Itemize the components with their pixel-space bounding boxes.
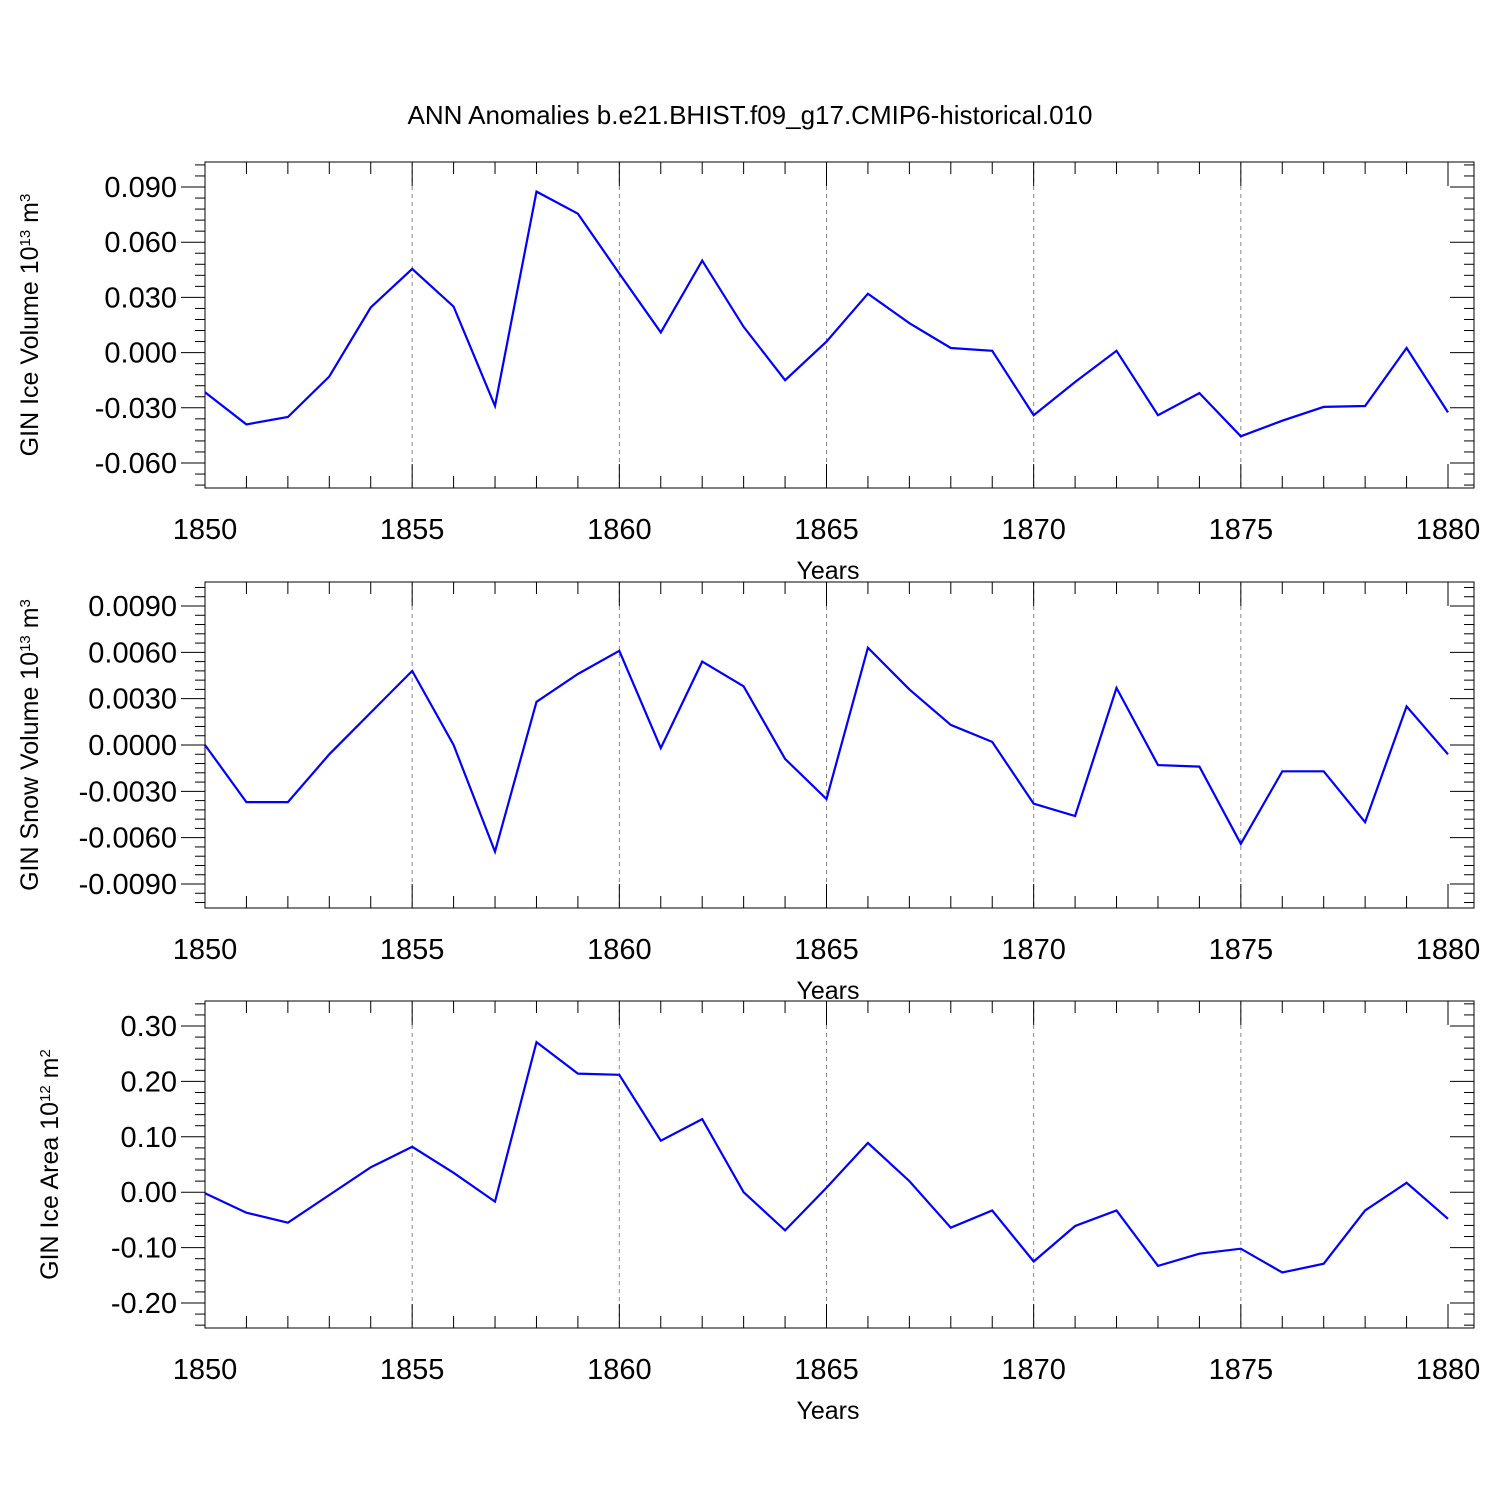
x-tick-label: 1880 — [1416, 934, 1481, 966]
plot-frame — [204, 581, 1475, 909]
y-tick-label: 0.000 — [104, 338, 177, 370]
y-tick-label: 0.090 — [104, 172, 177, 204]
y-tick-label: 0.030 — [104, 282, 177, 314]
y-tick-label: -0.030 — [95, 393, 177, 425]
y-tick-label: 0.30 — [121, 1011, 177, 1043]
y-tick-label: 0.0090 — [88, 591, 177, 623]
chart-title: ANN Anomalies b.e21.BHIST.f09_g17.CMIP6-… — [407, 100, 1092, 130]
y-axis-label: GIN Snow Volume 1013 m3 — [16, 599, 44, 891]
y-tick-label: 0.20 — [121, 1066, 177, 1098]
x-tick-label: 1870 — [1001, 1354, 1066, 1386]
chart-panel-3: -0.20 -0.10 0.00 0.10 0.20 0.30 1850 1855 1860 18… — [36, 1000, 1481, 1425]
y-tick-label: 0.0060 — [88, 637, 177, 669]
y-tick-label: -0.060 — [95, 448, 177, 480]
y-tick-label: 0.0030 — [88, 684, 177, 716]
x-tick-label: 1870 — [1001, 514, 1066, 546]
y-axis-label: GIN Ice Area 1012 m2 — [36, 1049, 64, 1280]
x-axis-label: Years — [796, 1397, 859, 1425]
plot-frame — [204, 161, 1475, 489]
x-tick-label: 1880 — [1416, 514, 1481, 546]
x-axis-label: Years — [796, 557, 859, 585]
y-axis-label: GIN Ice Volume 1013 m3 — [16, 194, 44, 457]
x-axis-label: Years — [796, 977, 859, 1005]
y-tick-label: 0.060 — [104, 227, 177, 259]
series-line — [204, 189, 1449, 438]
x-tick-label: 1860 — [587, 934, 652, 966]
x-tick-label: 1855 — [380, 1354, 445, 1386]
x-tick-label: 1865 — [794, 934, 859, 966]
x-tick-label: 1860 — [587, 514, 652, 546]
x-tick-label: 1880 — [1416, 1354, 1481, 1386]
y-tick-label: -0.20 — [111, 1288, 177, 1320]
x-tick-label: 1850 — [173, 934, 238, 966]
series-line — [204, 645, 1449, 856]
y-tick-label: -0.0030 — [79, 776, 177, 808]
x-tick-label: 1865 — [794, 514, 859, 546]
chart-panel-2: -0.0090 -0.0060 -0.0030 0.0000 0.0030 0.0060 0… — [16, 581, 1481, 1005]
chart-panels: -0.060 -0.030 0.000 0.030 0.060 0.090 1850 1855… — [16, 161, 1481, 1425]
x-tick-label: 1875 — [1209, 1354, 1274, 1386]
x-tick-label: 1875 — [1209, 514, 1274, 546]
x-tick-label: 1870 — [1001, 934, 1066, 966]
x-tick-label: 1855 — [380, 514, 445, 546]
y-tick-label: 0.10 — [121, 1122, 177, 1154]
y-tick-label: -0.0060 — [79, 823, 177, 855]
y-tick-label: 0.0000 — [88, 730, 177, 762]
x-tick-label: 1855 — [380, 934, 445, 966]
x-tick-label: 1875 — [1209, 934, 1274, 966]
y-tick-label: -0.10 — [111, 1233, 177, 1265]
y-tick-label: 0.00 — [121, 1177, 177, 1209]
plot-frame — [204, 1000, 1475, 1329]
x-tick-label: 1850 — [173, 514, 238, 546]
x-tick-label: 1860 — [587, 1354, 652, 1386]
series-line — [204, 1040, 1449, 1274]
x-tick-label: 1850 — [173, 1354, 238, 1386]
chart-panel-1: -0.060 -0.030 0.000 0.030 0.060 0.090 1850 1855… — [16, 161, 1481, 585]
y-tick-label: -0.0090 — [79, 869, 177, 901]
x-tick-label: 1865 — [794, 1354, 859, 1386]
